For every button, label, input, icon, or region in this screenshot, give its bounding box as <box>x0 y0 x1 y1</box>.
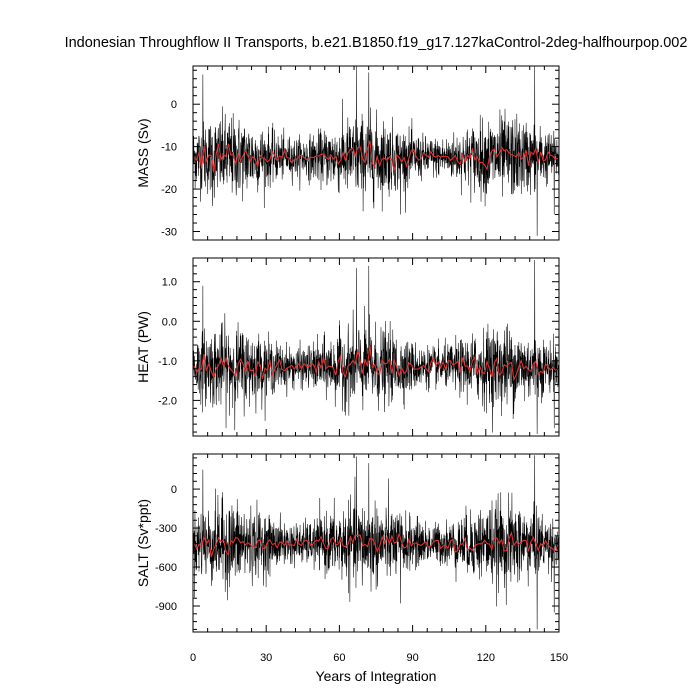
mass-plot-frame <box>192 65 560 241</box>
salt-y-axis-label: SALT (Sv*ppt) <box>135 499 151 587</box>
heat-monthly-line <box>193 259 559 435</box>
x-tick-labels: 0 30 60 90 120 150 <box>190 652 568 664</box>
mass-y-tick-label: 0 <box>171 99 177 111</box>
x-tick-label: 150 <box>550 652 568 664</box>
salt-y-tick-label: 0 <box>171 484 177 496</box>
heat-annual-mean-line <box>193 344 558 382</box>
heat-panel: 1.0 0.0 -1.0 -2.0 HEAT (PW) <box>135 257 560 437</box>
salt-monthly-line <box>193 455 559 630</box>
heat-y-tick-label: -2.0 <box>158 395 177 407</box>
mass-annual-mean-line <box>193 140 558 173</box>
heat-y-tick-label: -1.0 <box>158 356 177 368</box>
salt-plot-frame <box>192 453 560 633</box>
heat-y-tick-label: 0.0 <box>162 316 177 328</box>
salt-annual-mean-line <box>193 530 559 558</box>
x-axis-label: Years of Integration <box>316 668 437 684</box>
mass-y-axis-label: MASS (Sv) <box>135 118 151 187</box>
salt-y-tick-label: -600 <box>155 562 177 574</box>
mass-panel: 0 -10 -20 -30 MASS (Sv) <box>135 65 560 241</box>
x-tick-label: 0 <box>190 652 196 664</box>
heat-plot-frame <box>192 257 560 437</box>
x-tick-label: 60 <box>333 652 345 664</box>
x-tick-label: 90 <box>406 652 418 664</box>
salt-y-tick-label: -900 <box>155 601 177 613</box>
mass-y-tick-label: -10 <box>161 142 177 154</box>
salt-y-tick-label: -300 <box>155 523 177 535</box>
mass-monthly-line <box>193 66 559 236</box>
heat-y-axis-label: HEAT (PW) <box>135 311 151 383</box>
x-tick-label: 120 <box>477 652 495 664</box>
mass-y-tick-label: -20 <box>161 184 177 196</box>
mass-y-tick-label: -30 <box>161 227 177 239</box>
salt-panel: 0 -300 -600 -900 SALT (Sv*ppt) <box>135 453 560 633</box>
heat-y-tick-label: 1.0 <box>162 277 177 289</box>
chart-title: Indonesian Throughflow II Transports, b.… <box>65 35 688 51</box>
x-tick-label: 30 <box>260 652 272 664</box>
